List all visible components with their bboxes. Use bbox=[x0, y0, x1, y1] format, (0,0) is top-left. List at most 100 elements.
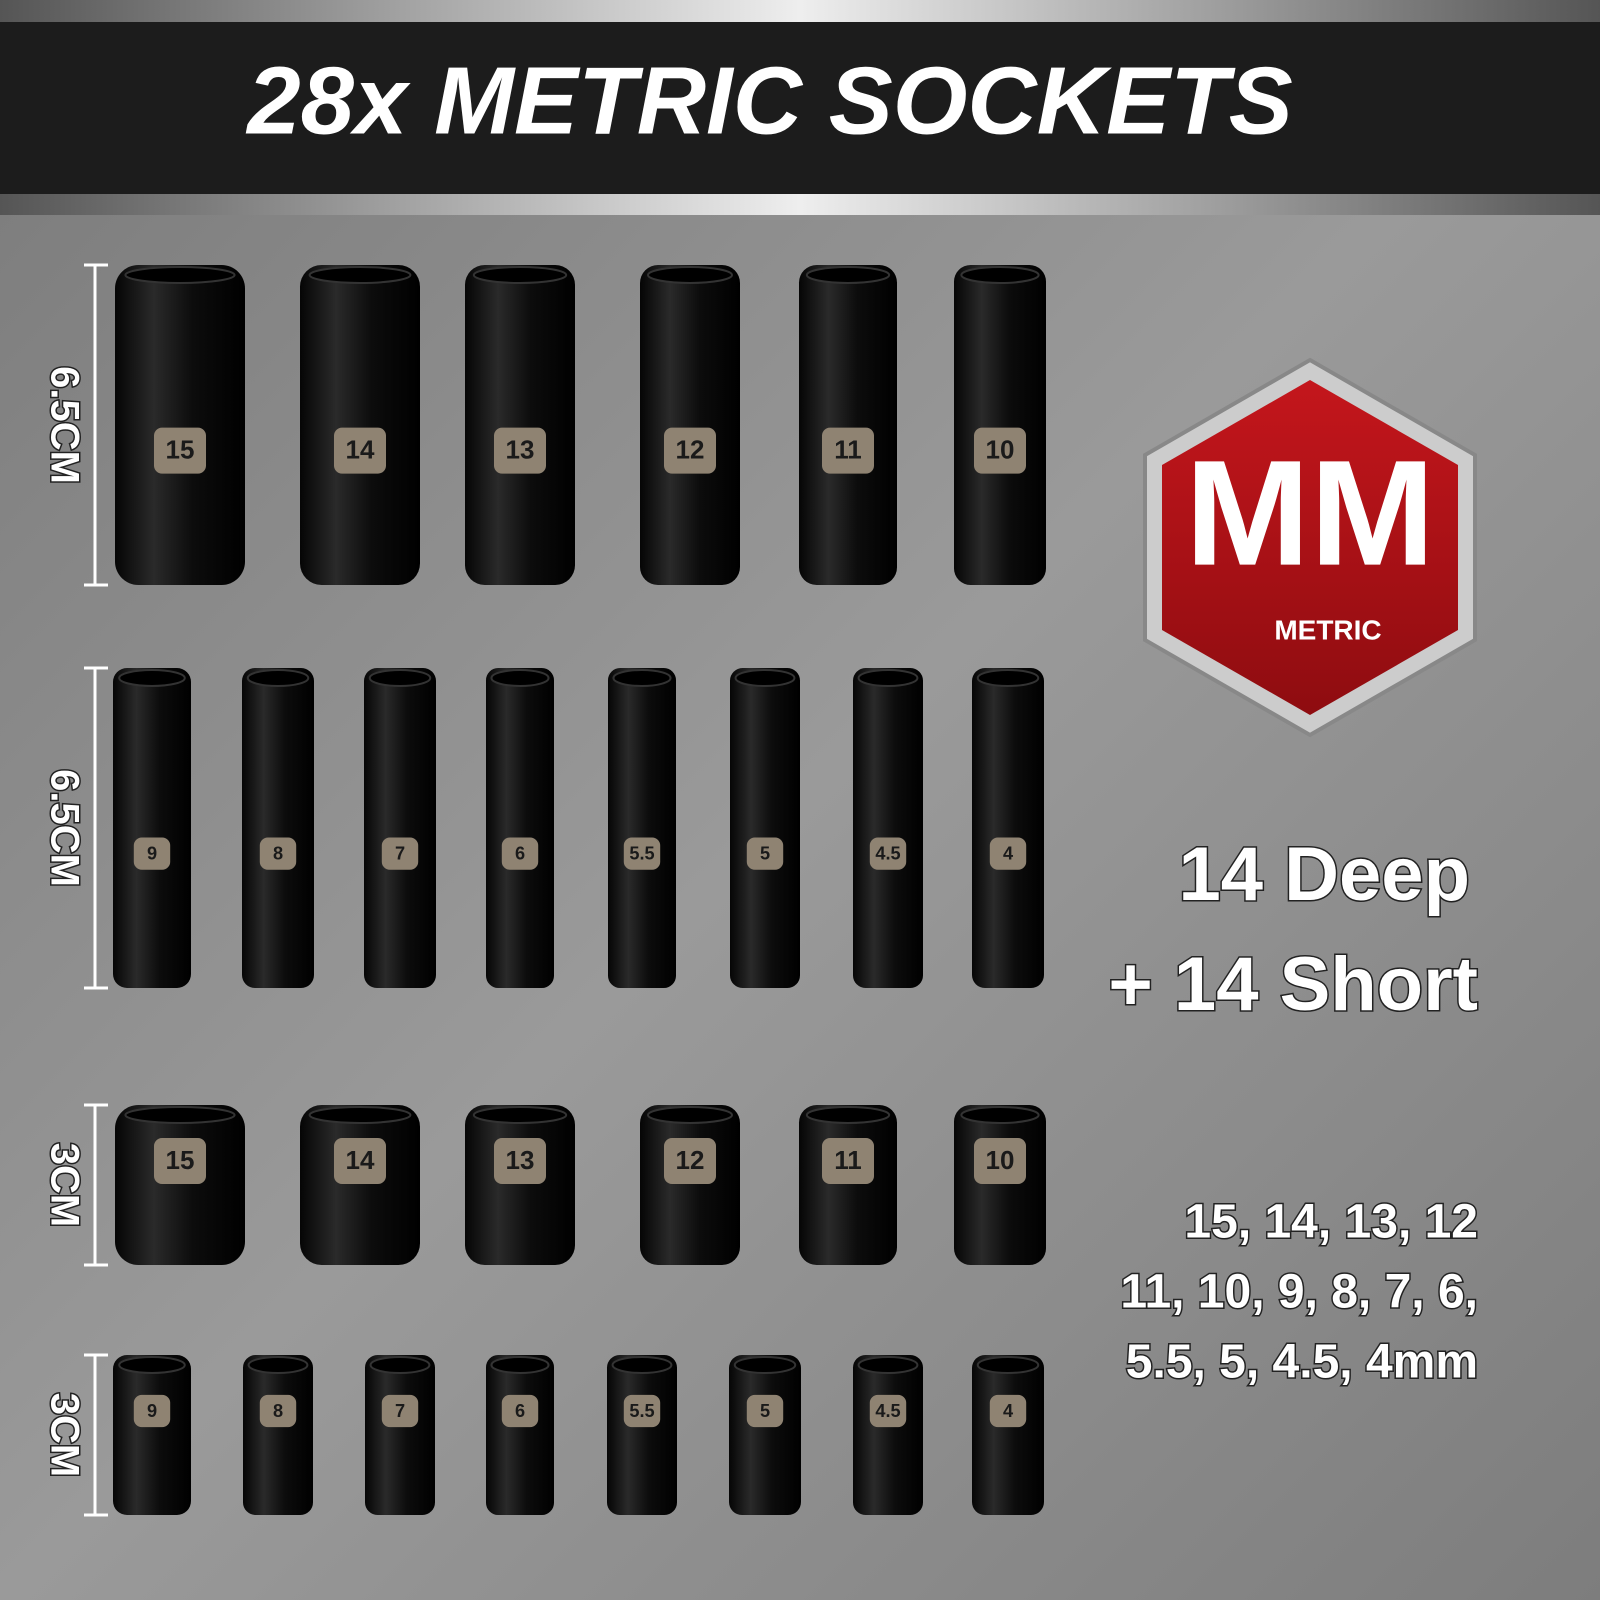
badge-subtitle: METRIC bbox=[1274, 614, 1381, 645]
size-plate bbox=[869, 1394, 907, 1428]
size-label: 9 bbox=[147, 1401, 157, 1421]
size-plate bbox=[989, 837, 1027, 870]
summary-line: + 14 Short bbox=[1108, 942, 1478, 1027]
socket-opening bbox=[857, 669, 919, 687]
socket-opening bbox=[472, 1106, 568, 1124]
socket-opening bbox=[124, 1106, 236, 1124]
socket-opening bbox=[805, 266, 891, 284]
socket-body bbox=[799, 1105, 897, 1265]
badge-fill bbox=[1162, 380, 1458, 715]
sizes-line: 11, 10, 9, 8, 7, 6, bbox=[1120, 1266, 1478, 1319]
socket-body bbox=[607, 1355, 677, 1515]
socket-body bbox=[853, 1355, 923, 1515]
socket-opening bbox=[369, 1356, 431, 1374]
badge-title: MM bbox=[1185, 429, 1435, 597]
socket-body bbox=[486, 668, 554, 988]
size-plate bbox=[259, 1394, 297, 1428]
size-plate bbox=[822, 427, 874, 474]
socket-opening bbox=[611, 1356, 673, 1374]
size-label: 12 bbox=[676, 1145, 705, 1175]
socket-opening bbox=[612, 669, 672, 687]
size-label: 4 bbox=[1003, 843, 1014, 863]
socket-body bbox=[853, 668, 923, 988]
size-plate bbox=[623, 1394, 661, 1428]
size-plate bbox=[664, 427, 716, 474]
socket-body bbox=[113, 668, 191, 988]
size-label: 4 bbox=[1003, 1401, 1014, 1421]
size-label: 14 bbox=[346, 1145, 375, 1175]
socket-body bbox=[640, 1105, 740, 1265]
size-label: 13 bbox=[506, 1145, 535, 1175]
measure-label: 3CM bbox=[42, 1393, 86, 1477]
size-label: 5 bbox=[760, 1401, 770, 1421]
socket-body bbox=[799, 265, 897, 585]
size-label: 8 bbox=[273, 843, 283, 863]
size-label: 10 bbox=[986, 434, 1015, 464]
socket-opening bbox=[247, 1356, 309, 1374]
size-plate bbox=[974, 427, 1026, 474]
size-label: 4.5 bbox=[875, 843, 900, 863]
size-plate bbox=[746, 1394, 784, 1428]
size-plate bbox=[623, 837, 661, 870]
size-plate bbox=[381, 837, 419, 870]
socket-opening bbox=[118, 669, 186, 687]
socket-opening bbox=[733, 1356, 797, 1374]
size-plate bbox=[974, 1138, 1026, 1184]
socket-opening bbox=[308, 266, 412, 284]
size-plate bbox=[501, 1394, 539, 1428]
socket-body bbox=[113, 1355, 191, 1515]
socket-opening bbox=[647, 266, 733, 284]
socket-opening bbox=[246, 669, 310, 687]
socket-opening bbox=[976, 1356, 1040, 1374]
size-label: 6 bbox=[515, 843, 525, 863]
socket-opening bbox=[805, 1106, 891, 1124]
sizes-line: 15, 14, 13, 12 bbox=[1184, 1196, 1478, 1249]
size-plate bbox=[334, 427, 386, 474]
socket-body bbox=[465, 1105, 575, 1265]
socket-body bbox=[486, 1355, 554, 1515]
size-plate bbox=[869, 837, 907, 870]
socket-opening bbox=[490, 669, 550, 687]
socket-row: 3CM 15 14 13 12 11 10 bbox=[41, 1103, 1046, 1267]
size-plate bbox=[989, 1394, 1027, 1428]
size-label: 14 bbox=[346, 434, 375, 464]
size-label: 9 bbox=[147, 843, 157, 863]
socket-opening bbox=[368, 669, 432, 687]
size-plate bbox=[334, 1138, 386, 1184]
socket-body bbox=[242, 668, 314, 988]
summary-line: 14 Deep bbox=[1179, 832, 1471, 917]
size-label: 13 bbox=[506, 434, 535, 464]
size-label: 6 bbox=[515, 1401, 525, 1421]
size-label: 10 bbox=[986, 1145, 1015, 1175]
size-plate bbox=[746, 837, 784, 870]
size-label: 11 bbox=[834, 434, 862, 464]
size-label: 12 bbox=[676, 434, 705, 464]
size-plate bbox=[259, 837, 297, 870]
socket-body bbox=[729, 1355, 801, 1515]
socket-opening bbox=[124, 266, 236, 284]
size-plate bbox=[133, 1394, 171, 1428]
measure-label: 3CM bbox=[42, 1143, 86, 1227]
size-plate bbox=[154, 1138, 206, 1184]
socket-opening bbox=[472, 266, 568, 284]
socket-body bbox=[243, 1355, 313, 1515]
size-plate bbox=[501, 837, 539, 870]
size-plate bbox=[494, 1138, 546, 1184]
size-plate bbox=[822, 1138, 874, 1184]
socket-body bbox=[730, 668, 800, 988]
measure-label: 6.5CM bbox=[42, 769, 86, 887]
socket-body bbox=[300, 1105, 420, 1265]
socket-opening bbox=[647, 1106, 733, 1124]
socket-body bbox=[115, 265, 245, 585]
size-label: 4.5 bbox=[875, 1401, 900, 1421]
socket-body bbox=[954, 265, 1046, 585]
size-label: 5 bbox=[760, 843, 770, 863]
header-band bbox=[0, 22, 1600, 194]
sizes-line: 5.5, 5, 4.5, 4mm bbox=[1126, 1336, 1478, 1389]
size-label: 5.5 bbox=[629, 1401, 654, 1421]
size-label: 7 bbox=[395, 1401, 405, 1421]
socket-opening bbox=[490, 1356, 550, 1374]
size-label: 8 bbox=[273, 1401, 283, 1421]
